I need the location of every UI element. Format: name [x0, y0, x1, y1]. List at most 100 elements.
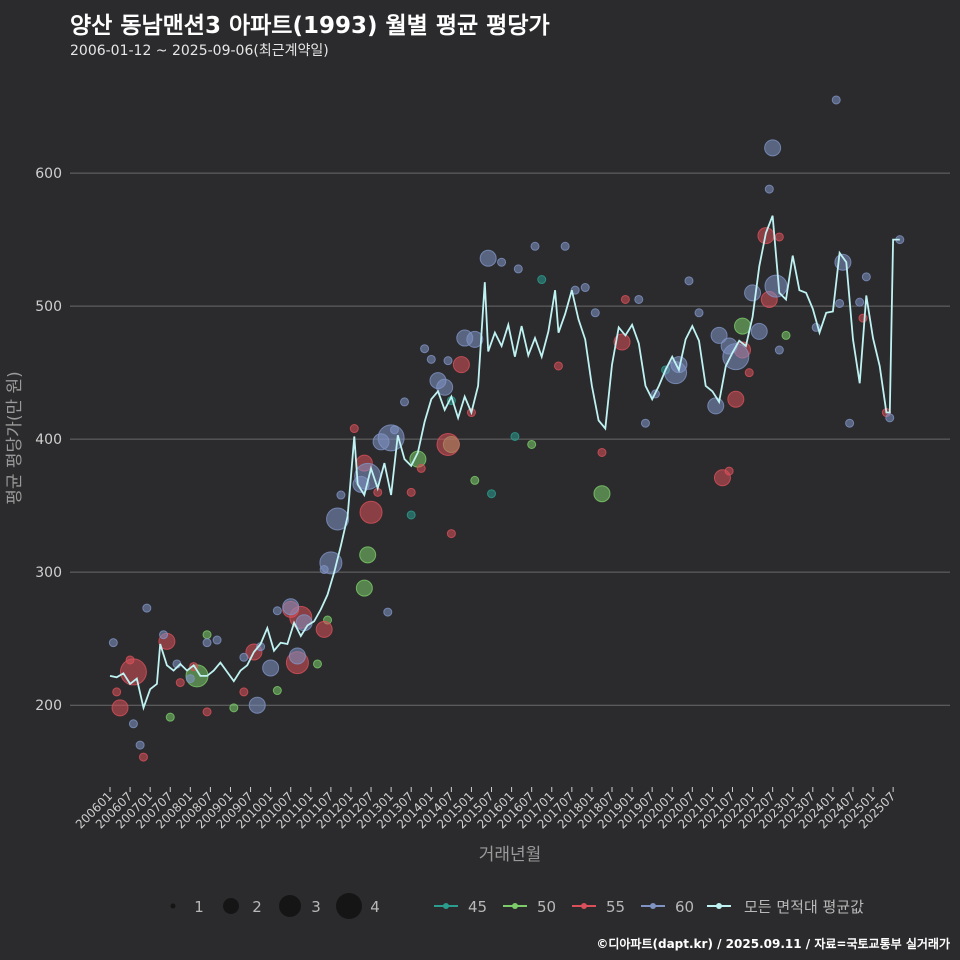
legend-area-label: 50 [537, 898, 556, 916]
scatter-point-55 [727, 390, 745, 408]
scatter-point-60 [272, 606, 282, 616]
scatter-point-60 [443, 356, 453, 366]
chart-title: 양산 동남맨션3 아파트(1993) 월별 평균 평당가 [70, 13, 550, 39]
legend-size-label: 4 [370, 898, 380, 916]
scatter-point-55 [774, 232, 784, 242]
scatter-point-60 [764, 139, 782, 157]
y-tick-label: 400 [35, 432, 62, 448]
scatter-point-50 [734, 317, 752, 335]
scatter-point-60 [710, 326, 728, 344]
scatter-point-60 [479, 249, 497, 267]
scatter-point-60 [212, 635, 222, 645]
scatter-point-55 [202, 707, 212, 717]
scatter-point-55 [597, 447, 607, 457]
scatter-point-60 [861, 272, 871, 282]
scatter-point-55 [620, 294, 630, 304]
scatter-point-55 [724, 466, 734, 476]
legend-size-marker [170, 903, 176, 909]
scatter-point-55 [416, 463, 426, 473]
scatter-point-60 [694, 308, 704, 318]
scatter-point-60 [239, 652, 249, 662]
legend-size-label: 1 [194, 898, 204, 916]
scatter-point-60 [845, 418, 855, 428]
scatter-point-60 [295, 614, 313, 632]
scatter-point-60 [142, 603, 152, 613]
scatter-point-55 [111, 699, 129, 717]
legend-area-marker [650, 903, 656, 909]
scatter-point-60 [634, 294, 644, 304]
scatter-point-60 [336, 490, 346, 500]
y-tick-label: 600 [35, 166, 62, 182]
legend-size-label: 2 [252, 898, 262, 916]
scatter-point-55 [858, 313, 868, 323]
legend-size-label: 3 [311, 898, 321, 916]
scatter-point-60 [707, 397, 725, 415]
grid-lines [70, 172, 950, 706]
scatter-point-60 [389, 425, 399, 435]
scatter-point-50 [165, 712, 175, 722]
scatter-point-60 [426, 354, 436, 364]
scatter-point-60 [466, 330, 484, 348]
scatter-point-55 [452, 356, 470, 374]
scatter-point-60 [420, 344, 430, 354]
scatter-point-60 [400, 397, 410, 407]
scatter-point-50 [470, 475, 480, 485]
scatter-point-60 [248, 696, 266, 714]
scatter-point-45 [537, 275, 547, 285]
scatter-point-60 [185, 674, 195, 684]
scatter-point-55 [175, 678, 185, 688]
y-tick-label: 500 [35, 299, 62, 315]
scatter-point-60 [835, 298, 845, 308]
scatter-point-60 [513, 264, 523, 274]
scatter-point-60 [885, 413, 895, 423]
scatter-point-60 [764, 274, 788, 298]
scatter-point-60 [159, 630, 169, 640]
scatter-point-60 [436, 378, 454, 396]
legend-area-marker [581, 903, 587, 909]
scatter-point-60 [560, 241, 570, 251]
scatter-point-60 [108, 638, 118, 648]
legend-area-label: 45 [468, 898, 487, 916]
legend-area-marker [512, 903, 518, 909]
scatter-point-55 [613, 333, 631, 351]
legend-area-label: 55 [606, 898, 625, 916]
scatter-point-55 [553, 361, 563, 371]
scatter-point-50 [272, 686, 282, 696]
y-axis: 200 300 400 500 600 [35, 166, 62, 714]
scatter-point-60 [764, 184, 774, 194]
scatter-point-60 [530, 241, 540, 251]
scatter-point-60 [640, 418, 650, 428]
scatter-point-50 [359, 546, 377, 564]
scatter-point-55 [138, 752, 148, 762]
legend-size-marker [279, 895, 301, 917]
y-axis-label: 평균 평당가(만 원) [5, 371, 25, 505]
footer-credit: ©디아파트(dapt.kr) / 2025.09.11 / 자료=국토교통부 실… [596, 937, 950, 951]
scatter-point-55 [315, 620, 333, 638]
scatter-point-60 [497, 257, 507, 267]
scatter-point-55 [359, 500, 383, 524]
scatter-point-50 [527, 439, 537, 449]
scatter-point-50 [202, 630, 212, 640]
scatter-point-60 [319, 551, 343, 575]
scatter-point-50 [781, 330, 791, 340]
scatter-point-60 [831, 95, 841, 105]
y-tick-label: 200 [35, 698, 62, 714]
legend-avg-marker [716, 903, 722, 909]
scatter-point-55 [239, 687, 249, 697]
scatter-point-60 [744, 284, 762, 302]
scatter-point-55 [436, 432, 460, 456]
scatter-point-60 [590, 308, 600, 318]
scatter-point-55 [349, 424, 359, 434]
scatter-point-60 [750, 322, 768, 340]
scatter-point-60 [262, 659, 280, 677]
scatter-point-45 [406, 510, 416, 520]
scatter-point-45 [487, 489, 497, 499]
legend: 1 2 3 4 45 50 55 60 모든 면적대 평균값 [170, 893, 864, 919]
legend-area-label: 60 [675, 898, 694, 916]
scatter-point-60 [580, 283, 590, 293]
scatter-point-60 [383, 607, 393, 617]
scatter-point-60 [135, 740, 145, 750]
scatter-point-60 [128, 719, 138, 729]
scatter-point-50 [229, 703, 239, 713]
